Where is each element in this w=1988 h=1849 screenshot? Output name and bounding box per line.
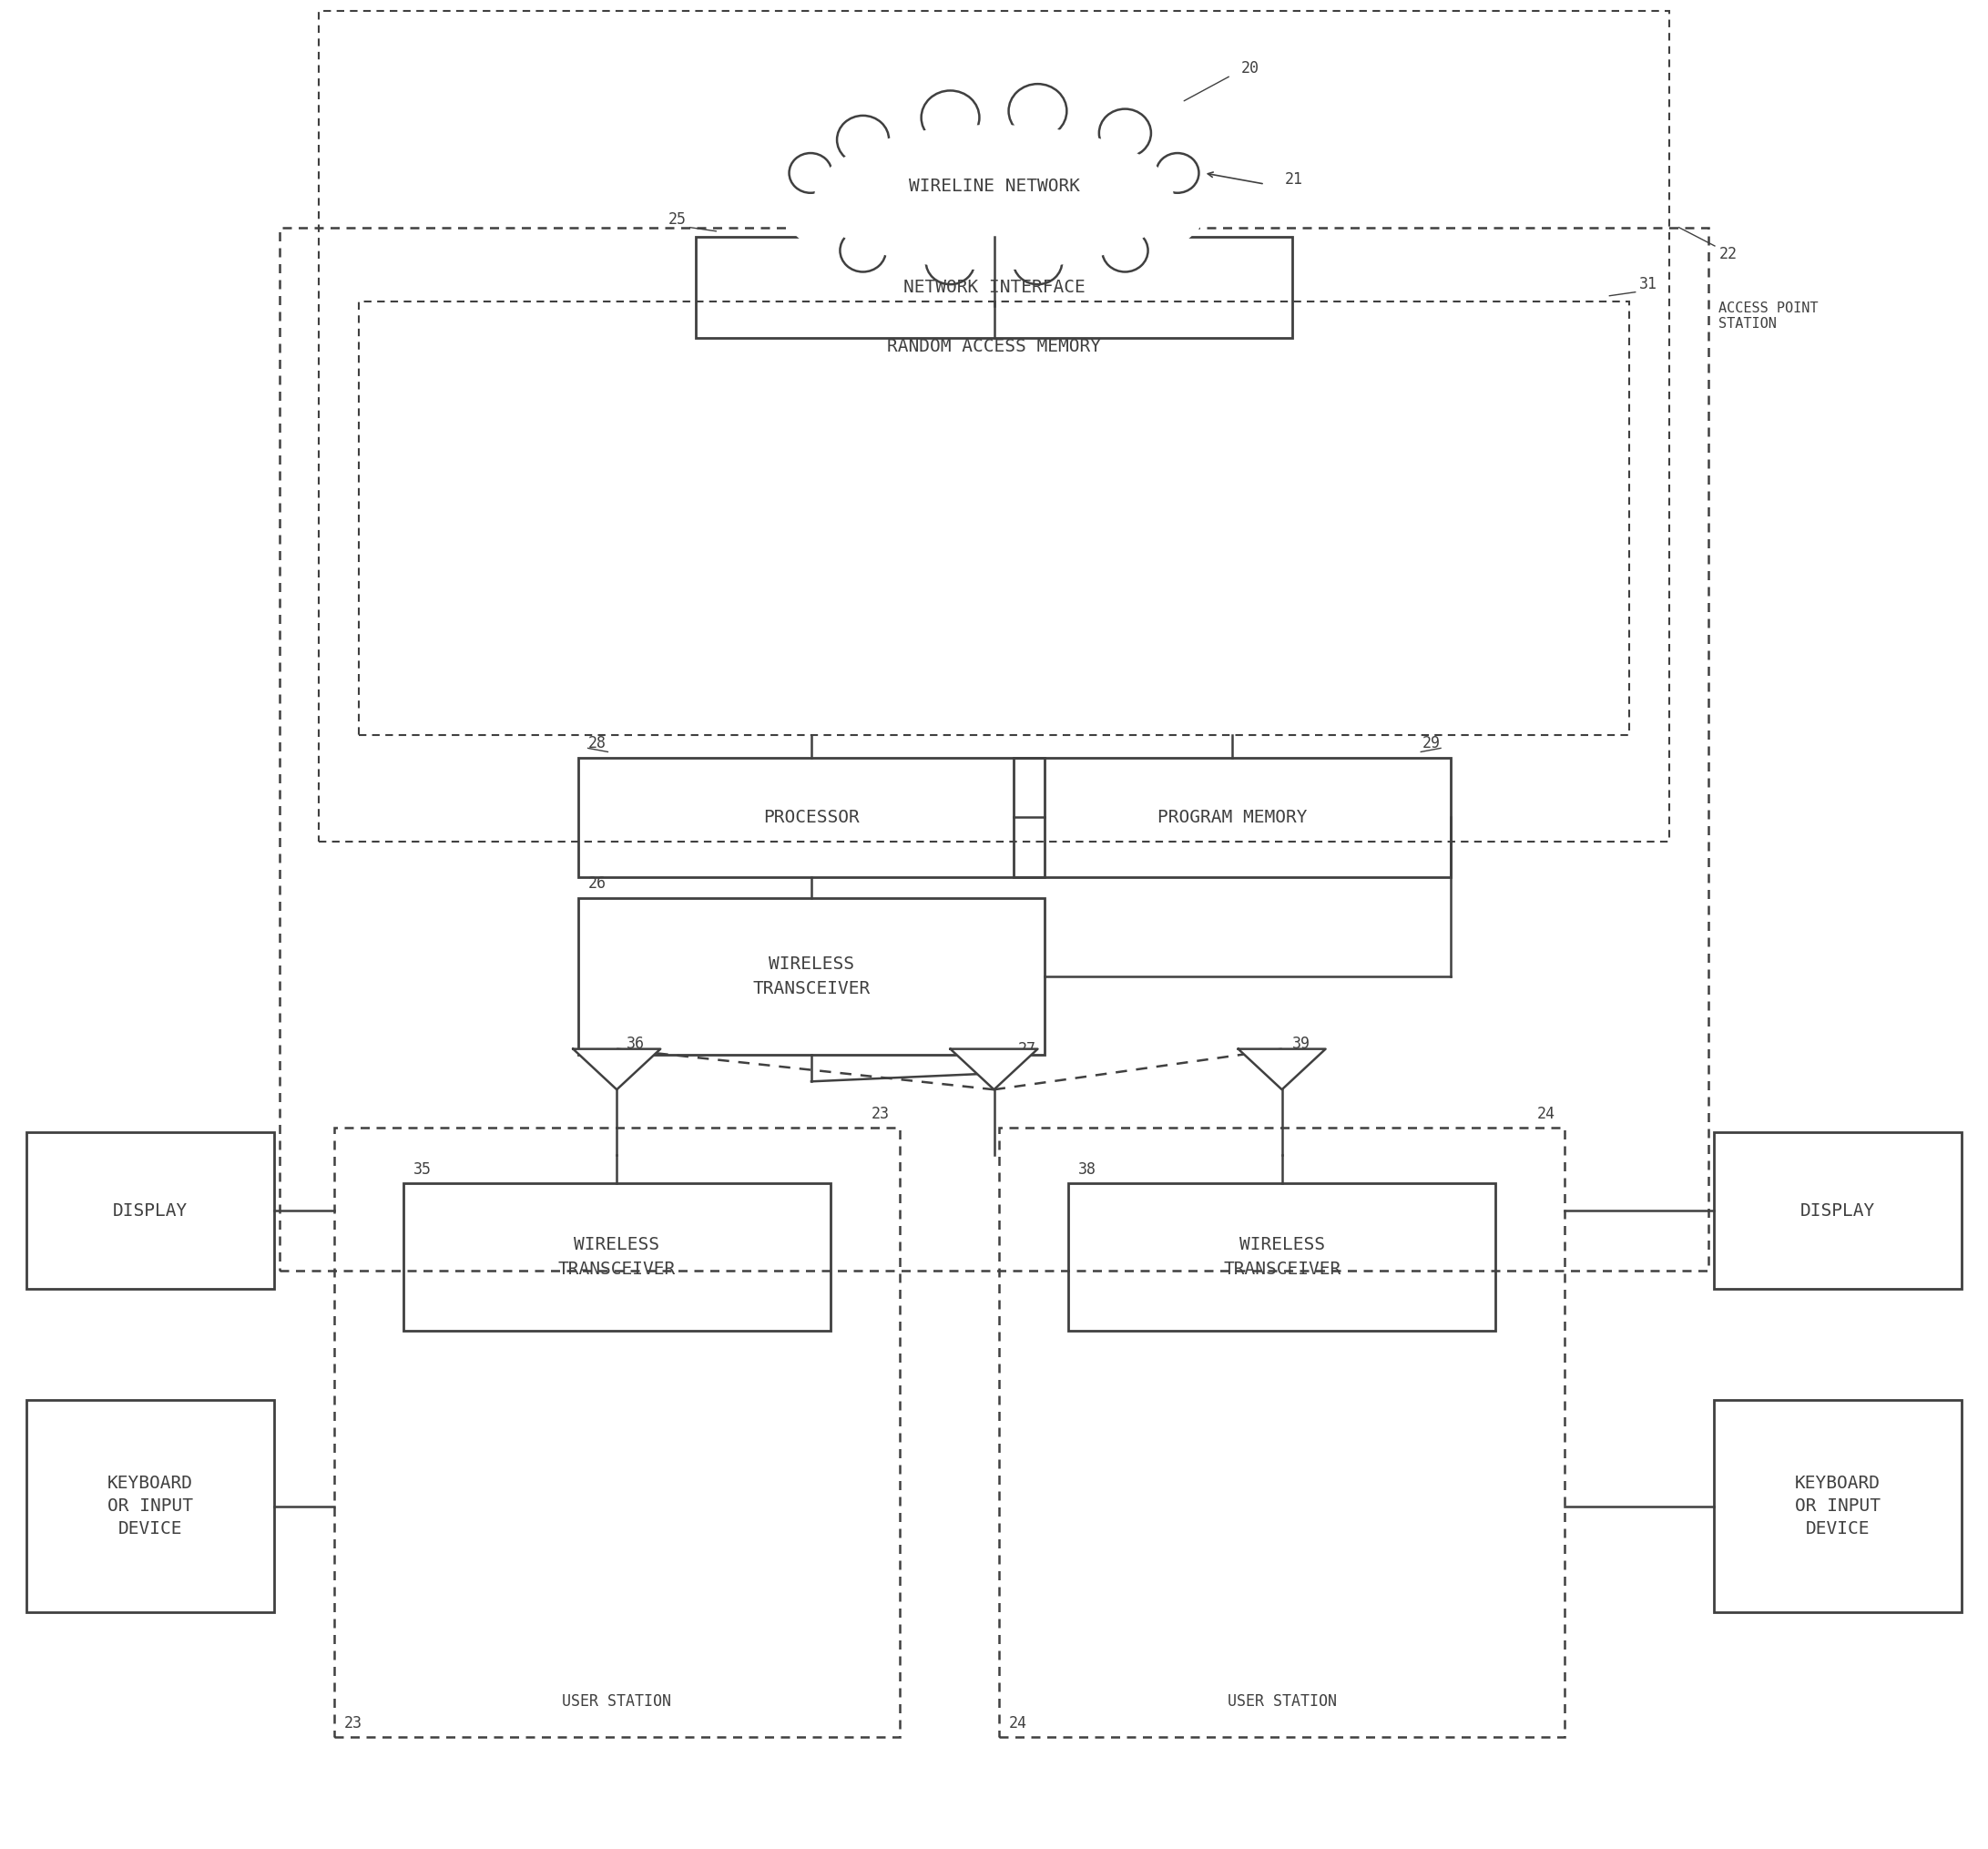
Bar — [278, 227, 1710, 1270]
Text: ACCESS POINT
STATION: ACCESS POINT STATION — [1720, 301, 1819, 331]
Bar — [998, 1128, 1565, 1736]
Text: WIRELESS
TRANSCEIVER: WIRELESS TRANSCEIVER — [559, 1237, 676, 1278]
Bar — [1714, 1132, 1962, 1289]
Bar — [26, 1132, 274, 1289]
Circle shape — [789, 153, 831, 192]
Text: 35: 35 — [414, 1161, 431, 1178]
Circle shape — [1157, 153, 1199, 192]
Circle shape — [1014, 239, 1062, 285]
Polygon shape — [1239, 1048, 1326, 1089]
Text: 20: 20 — [1241, 61, 1258, 78]
Circle shape — [920, 91, 980, 144]
Text: 23: 23 — [871, 1106, 891, 1122]
Text: 25: 25 — [668, 211, 686, 227]
Ellipse shape — [815, 126, 1173, 270]
Circle shape — [841, 229, 887, 272]
Text: 24: 24 — [1008, 1716, 1028, 1731]
Text: 22: 22 — [1720, 246, 1738, 263]
Text: NETWORK INTERFACE: NETWORK INTERFACE — [903, 279, 1085, 296]
Polygon shape — [573, 1048, 660, 1089]
Text: PROGRAM MEMORY: PROGRAM MEMORY — [1157, 808, 1308, 827]
Text: DISPLAY: DISPLAY — [113, 1202, 187, 1218]
Circle shape — [1008, 83, 1068, 139]
Circle shape — [1099, 109, 1151, 157]
Text: WIRELESS
TRANSCEIVER: WIRELESS TRANSCEIVER — [753, 956, 871, 997]
Text: KEYBOARD
OR INPUT
DEVICE: KEYBOARD OR INPUT DEVICE — [107, 1476, 193, 1538]
Text: 21: 21 — [1284, 172, 1302, 189]
Text: 39: 39 — [1292, 1035, 1310, 1052]
Text: 29: 29 — [1423, 736, 1441, 753]
Text: 31: 31 — [1640, 276, 1658, 292]
Text: 27: 27 — [1018, 1041, 1036, 1058]
Text: WIRELESS
TRANSCEIVER: WIRELESS TRANSCEIVER — [1223, 1237, 1340, 1278]
Bar — [579, 758, 1044, 878]
Text: USER STATION: USER STATION — [1227, 1694, 1336, 1708]
Circle shape — [1101, 229, 1147, 272]
Bar — [1014, 758, 1451, 878]
Circle shape — [926, 239, 974, 285]
Text: KEYBOARD
OR INPUT
DEVICE: KEYBOARD OR INPUT DEVICE — [1795, 1476, 1881, 1538]
Text: USER STATION: USER STATION — [563, 1694, 672, 1708]
Bar — [358, 301, 1630, 736]
Bar — [696, 237, 1292, 338]
Polygon shape — [950, 1048, 1038, 1089]
Text: 36: 36 — [626, 1035, 644, 1052]
Bar — [318, 11, 1670, 841]
Bar — [1714, 1400, 1962, 1612]
Text: 38: 38 — [1077, 1161, 1097, 1178]
Bar — [1068, 1183, 1495, 1331]
Bar — [579, 899, 1044, 1054]
Text: 23: 23 — [344, 1716, 362, 1731]
Ellipse shape — [775, 102, 1213, 288]
Bar — [26, 1400, 274, 1612]
Text: 28: 28 — [588, 736, 606, 753]
Circle shape — [837, 116, 889, 165]
Text: DISPLAY: DISPLAY — [1801, 1202, 1875, 1218]
Bar — [404, 1183, 831, 1331]
Text: RANDOM ACCESS MEMORY: RANDOM ACCESS MEMORY — [887, 338, 1101, 355]
Text: WIRELINE NETWORK: WIRELINE NETWORK — [909, 178, 1079, 194]
Text: 26: 26 — [588, 876, 606, 891]
Bar — [334, 1128, 901, 1736]
Text: 24: 24 — [1537, 1106, 1555, 1122]
Text: PROCESSOR: PROCESSOR — [763, 808, 859, 827]
